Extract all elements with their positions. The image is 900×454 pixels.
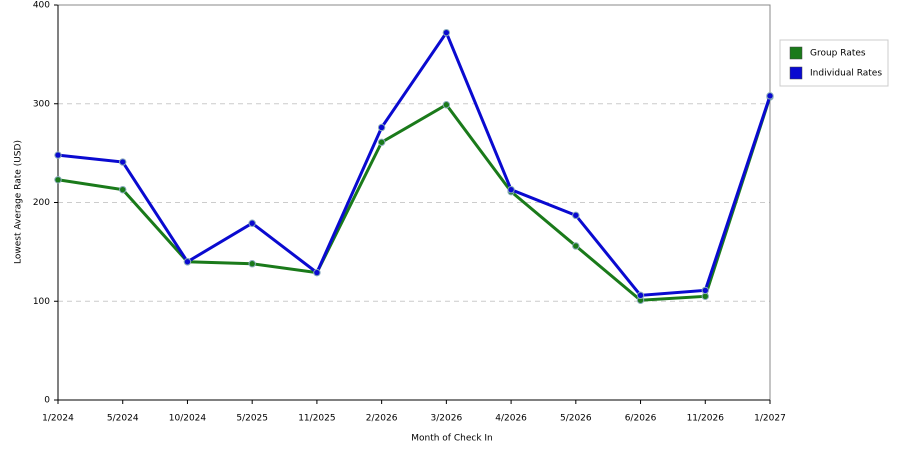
legend-swatch — [789, 46, 803, 60]
y-axis-title: Lowest Average Rate (USD) — [14, 140, 24, 264]
x-tick-label: 5/2024 — [107, 414, 139, 424]
data-point — [636, 291, 645, 300]
x-tick-label: 11/2026 — [687, 414, 725, 424]
y-tick-label: 400 — [33, 1, 50, 11]
x-axis-title: Month of Check In — [411, 434, 493, 444]
y-tick-label: 200 — [33, 198, 50, 208]
x-tick-label: 1/2024 — [42, 414, 74, 424]
data-point — [377, 138, 386, 146]
x-tick-label: 3/2026 — [431, 414, 463, 424]
data-point — [248, 260, 256, 268]
data-point — [442, 101, 451, 109]
y-tick-label: 100 — [33, 297, 50, 307]
x-tick-label: 4/2026 — [495, 414, 527, 424]
data-point — [54, 176, 62, 184]
y-tick-label: 300 — [33, 99, 50, 109]
x-tick-label: 2/2026 — [366, 414, 398, 424]
data-point — [54, 151, 62, 159]
x-tick-label: 1/2027 — [754, 414, 786, 424]
data-point — [377, 123, 386, 132]
series-line — [57, 29, 772, 297]
data-point — [507, 185, 515, 194]
series-line — [57, 96, 772, 302]
data-point — [572, 242, 580, 250]
x-tick-label: 5/2026 — [560, 414, 592, 424]
x-tick-label: 6/2026 — [625, 414, 657, 424]
legend-label: Group Rates — [810, 49, 866, 59]
y-tick-label: 0 — [44, 396, 50, 406]
legend-swatch — [789, 66, 803, 80]
data-point — [248, 219, 256, 227]
data-point — [119, 185, 127, 194]
data-point — [183, 258, 192, 266]
x-tick-label: 10/2024 — [169, 414, 207, 424]
data-point — [119, 158, 127, 166]
data-point — [313, 268, 321, 277]
data-point — [572, 211, 580, 220]
data-point — [701, 286, 709, 295]
data-point — [766, 92, 774, 100]
data-point — [442, 28, 451, 37]
legend-label: Individual Rates — [810, 69, 882, 79]
x-tick-label: 5/2025 — [236, 414, 268, 424]
x-tick-label: 11/2025 — [298, 414, 335, 424]
